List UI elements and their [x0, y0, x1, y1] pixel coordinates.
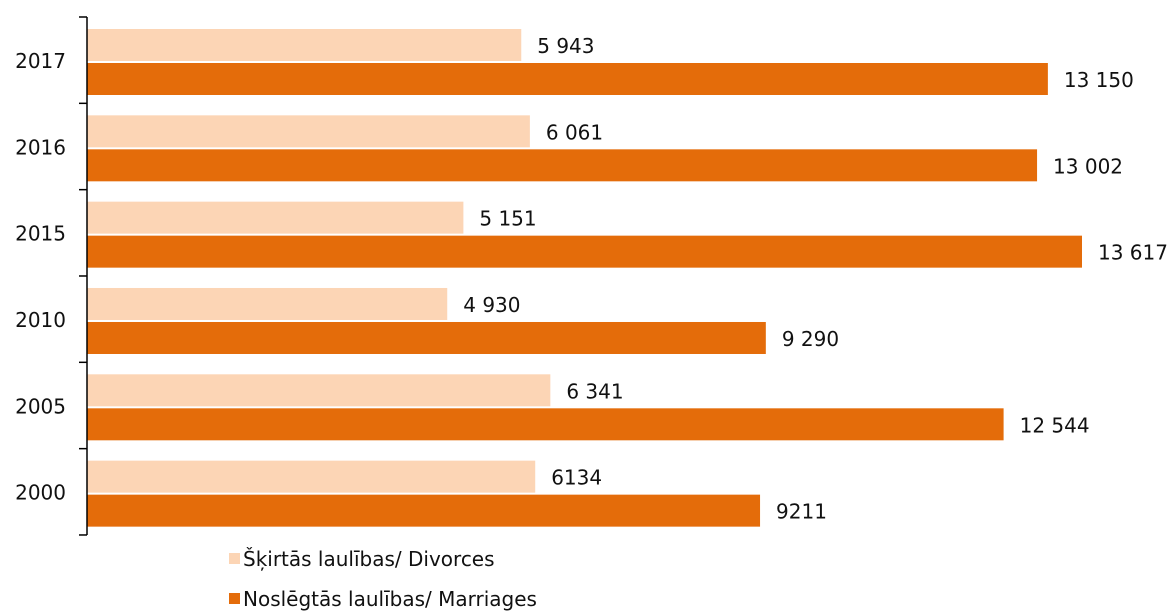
- data-label-divorces-2010: 4 930: [463, 293, 520, 317]
- legend-swatch-marriages: [229, 593, 240, 604]
- legend-label-divorces: Šķirtās laulības/ Divorces: [243, 547, 495, 571]
- bars-group: 5 943 13 150 6 061 13 002 5 151 13 617 4 930 9 …: [87, 29, 1168, 527]
- bar-divorces-2000: [87, 460, 536, 493]
- category-label-2005: 2005: [15, 394, 66, 418]
- bar-marriages-2010: [87, 321, 766, 354]
- bar-divorces-2017: [87, 29, 522, 61]
- bar-marriages-2005: [87, 408, 1004, 441]
- bar-marriages-2017: [87, 63, 1048, 95]
- data-label-marriages-2015: 13 617: [1098, 241, 1168, 265]
- data-label-divorces-2005: 6 341: [566, 379, 623, 403]
- category-label-2010: 2010: [15, 308, 66, 332]
- bar-divorces-2016: [87, 115, 530, 148]
- bar-marriages-2000: [87, 494, 761, 527]
- data-label-marriages-2000: 9211: [776, 500, 827, 524]
- data-label-divorces-2000: 6134: [551, 466, 602, 490]
- category-label-2015: 2015: [15, 222, 66, 246]
- category-label-2017: 2017: [15, 49, 66, 73]
- data-label-marriages-2010: 9 290: [782, 327, 839, 351]
- legend-label-marriages: Noslēgtās laulības/ Marriages: [243, 587, 537, 611]
- legend-swatch-divorces: [229, 553, 240, 564]
- data-label-divorces-2016: 6 061: [546, 120, 603, 144]
- bar-marriages-2016: [87, 149, 1038, 182]
- data-label-marriages-2005: 12 544: [1020, 413, 1090, 437]
- bar-marriages-2015: [87, 235, 1082, 268]
- data-label-marriages-2016: 13 002: [1053, 154, 1123, 178]
- bar-divorces-2010: [87, 287, 448, 320]
- data-label-marriages-2017: 13 150: [1064, 68, 1134, 92]
- category-label-2016: 2016: [15, 135, 66, 159]
- bar-divorces-2015: [87, 201, 464, 234]
- category-axis: 2017 2016 2015 2010 2005 2000: [15, 16, 88, 536]
- category-label-2000: 2000: [15, 481, 66, 505]
- data-label-divorces-2015: 5 151: [479, 207, 536, 231]
- bar-divorces-2005: [87, 374, 551, 407]
- data-label-divorces-2017: 5 943: [537, 34, 594, 58]
- legend: Šķirtās laulības/ Divorces Noslēgtās laul…: [229, 547, 537, 611]
